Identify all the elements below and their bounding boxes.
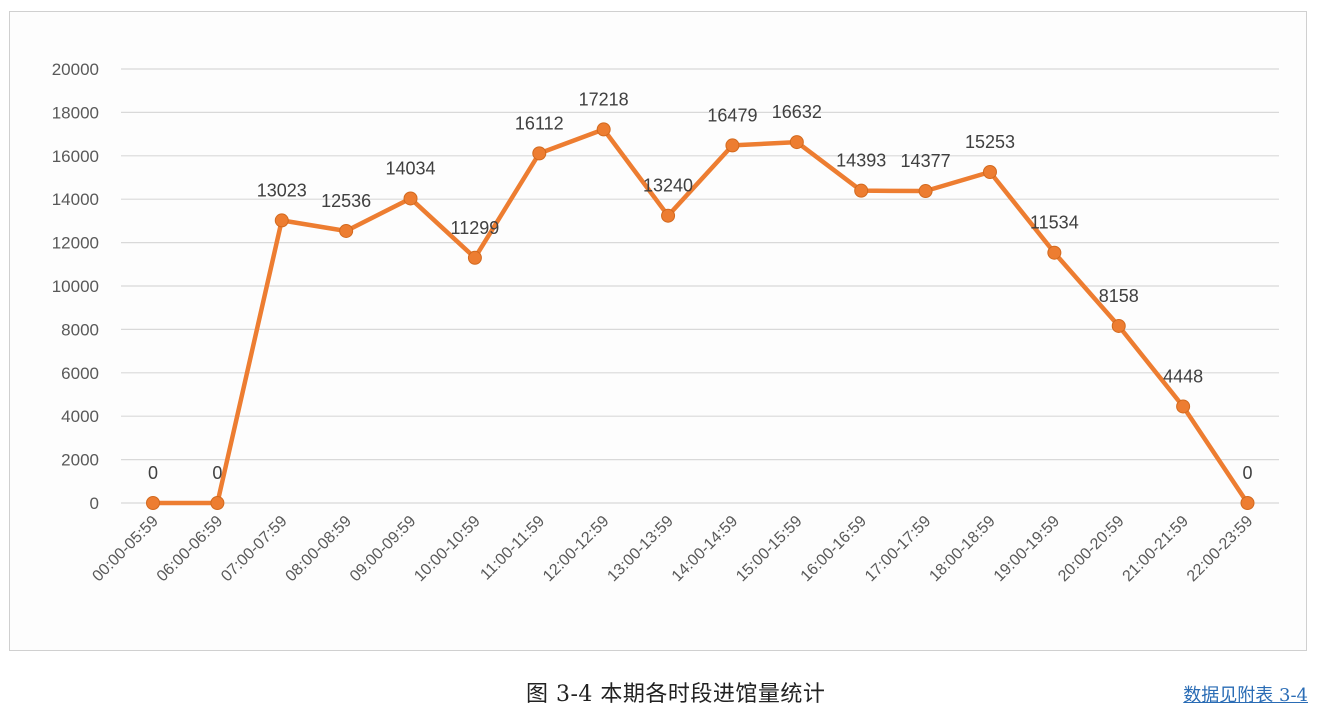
x-tick-label: 20:00-20:59	[1055, 513, 1127, 585]
data-point-marker	[403, 191, 418, 206]
x-tick-label: 07:00-07:59	[218, 513, 290, 585]
data-labels: 0 0 13023 12536 14034 11299 16112 17218 13240 164…	[148, 89, 1253, 483]
data-point-marker	[1047, 245, 1062, 260]
figure-caption: 图 3-4 本期各时段进馆量统计	[526, 682, 826, 707]
x-tick-label: 19:00-19:59	[991, 513, 1063, 585]
data-point-marker	[274, 213, 289, 228]
y-tick-label: 20000	[52, 60, 99, 79]
x-tick-label: 10:00-10:59	[411, 513, 483, 585]
y-tick-label: 6000	[61, 364, 99, 383]
data-point-marker	[596, 122, 611, 137]
y-tick-label: 18000	[52, 103, 99, 122]
chart-frame	[9, 11, 1307, 651]
data-label: 13240	[643, 176, 693, 196]
x-tick-label: 21:00-21:59	[1120, 513, 1192, 585]
x-tick-label: 00:00-05:59	[89, 513, 161, 585]
data-markers	[146, 122, 1255, 510]
data-point-marker	[210, 496, 225, 510]
x-tick-label: 15:00-15:59	[733, 513, 805, 585]
data-label: 11299	[451, 218, 500, 238]
data-point-marker	[661, 208, 676, 223]
data-point-marker	[532, 146, 547, 161]
data-label: 14377	[901, 151, 951, 171]
x-tick-label: 08:00-08:59	[283, 513, 355, 585]
data-label: 11534	[1030, 213, 1079, 233]
data-label: 12536	[321, 191, 371, 211]
data-label: 4448	[1163, 366, 1203, 386]
x-tick-label: 14:00-14:59	[669, 513, 741, 585]
x-tick-label: 06:00-06:59	[154, 513, 226, 585]
x-tick-label: 13:00-13:59	[604, 513, 676, 585]
series-polyline	[153, 127, 1250, 506]
data-point-marker	[789, 135, 804, 150]
source-table-link[interactable]: 数据见附表 3-4	[1183, 685, 1308, 706]
data-point-marker	[982, 165, 997, 180]
data-point-marker	[725, 138, 740, 153]
data-point-marker	[918, 184, 933, 199]
line-chart: 0 2000 4000 6000 8000 10000 12000 14000 16000 180…	[52, 60, 1279, 585]
x-tick-label: 17:00-17:59	[862, 513, 934, 585]
y-tick-label: 2000	[61, 451, 99, 470]
data-point-marker	[1176, 399, 1191, 414]
data-point-marker	[1240, 496, 1255, 510]
data-label: 16479	[707, 105, 757, 125]
y-tick-label: 4000	[61, 407, 99, 426]
data-label: 0	[148, 463, 158, 483]
data-label: 0	[212, 463, 222, 483]
y-tick-label: 16000	[52, 147, 99, 166]
data-label: 16632	[772, 102, 822, 122]
x-tick-label: 11:00-11:59	[477, 513, 548, 584]
y-tick-label: 12000	[52, 234, 99, 253]
x-tick-label: 12:00-12:59	[540, 513, 612, 585]
data-point-marker	[854, 183, 869, 198]
y-tick-label: 10000	[52, 277, 99, 296]
data-label: 13023	[257, 180, 307, 200]
data-point-marker	[467, 250, 482, 265]
series-line	[153, 127, 1250, 506]
data-point-marker	[339, 223, 354, 238]
x-tick-label: 22:00-23:59	[1184, 513, 1256, 585]
x-tick-label: 16:00-16:59	[798, 513, 870, 585]
y-axis-labels: 0 2000 4000 6000 8000 10000 12000 14000 16000 180…	[52, 60, 99, 513]
data-label: 17218	[579, 89, 629, 109]
data-label: 16112	[515, 113, 564, 133]
data-point-marker	[1111, 318, 1126, 333]
y-tick-label: 14000	[52, 190, 99, 209]
x-tick-label: 18:00-18:59	[926, 513, 998, 585]
data-label: 0	[1242, 463, 1252, 483]
data-label: 14034	[385, 158, 435, 178]
data-label: 15253	[965, 132, 1015, 152]
x-tick-label: 09:00-09:59	[347, 513, 419, 585]
x-axis-labels: 00:00-05:5906:00-06:5907:00-07:5908:00-0…	[89, 513, 1256, 585]
data-label: 8158	[1099, 286, 1139, 306]
y-tick-label: 0	[90, 494, 99, 513]
data-label: 14393	[836, 151, 886, 171]
y-tick-label: 8000	[61, 320, 99, 339]
data-point-marker	[146, 496, 160, 510]
